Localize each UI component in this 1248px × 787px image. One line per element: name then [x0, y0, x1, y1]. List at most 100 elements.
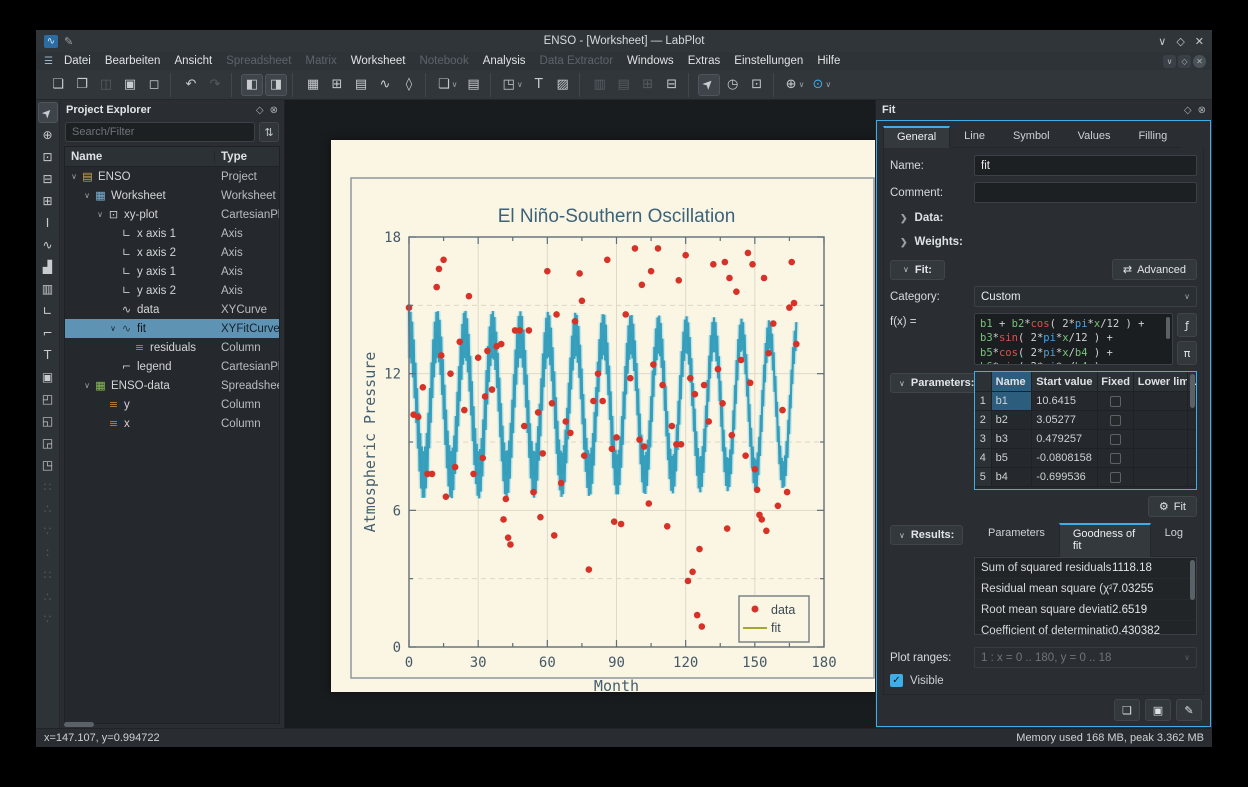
tree-row-y[interactable]: ≡ y Column	[65, 395, 279, 414]
weights-section-toggle[interactable]: ❯ Weights:	[900, 236, 963, 248]
results-table[interactable]: Sum of squared residuals (χ²)1118.18Resi…	[974, 557, 1197, 635]
menu-worksheet[interactable]: Worksheet	[350, 55, 406, 67]
mdi-restore-button[interactable]: ◇	[1178, 54, 1191, 68]
tree-row-fit[interactable]: ∨ ∿ fit XYFitCurve	[65, 319, 279, 338]
param-row-b4[interactable]: 5 b4 -0.699536	[975, 468, 1196, 487]
tree-row-legend[interactable]: ⌐ legend CartesianPlotLegen	[65, 357, 279, 376]
results-scrollbar[interactable]	[1190, 560, 1195, 600]
menu-hilfe[interactable]: Hilfe	[817, 55, 841, 67]
break-layout-button[interactable]: ⊟	[661, 74, 683, 96]
tree-row-worksheet[interactable]: ∨ ▦ Worksheet Worksheet	[65, 186, 279, 205]
data-section-toggle[interactable]: ❯ Data:	[900, 212, 944, 224]
new-workbook-button[interactable]: ▤	[350, 74, 372, 96]
tree-row-enso-data[interactable]: ∨ ▦ ENSO-data Spreadsheet	[65, 376, 279, 395]
worksheet-page[interactable]: El Niño-Southern Oscillation 0 30 60 90 120 15…	[331, 140, 876, 695]
fixed-checkbox[interactable]	[1110, 395, 1122, 407]
param-upper-limit[interactable]	[1188, 411, 1196, 429]
tab-symbol[interactable]: Symbol	[998, 126, 1064, 148]
save-template-button[interactable]: ▣	[1145, 699, 1171, 721]
expander-icon[interactable]: ∨	[97, 210, 103, 219]
column-header-type[interactable]: Type	[221, 150, 247, 163]
menu-windows[interactable]: Windows	[627, 55, 674, 67]
tree-row-x-axis-1[interactable]: ∟ x axis 1 Axis	[65, 224, 279, 243]
grid-layout-button[interactable]: ⊞	[637, 74, 659, 96]
expander-icon[interactable]: ∨	[84, 191, 90, 200]
shift-up[interactable]: ∵	[38, 520, 58, 541]
add-curve[interactable]: ∿	[38, 234, 58, 255]
color-maps-button[interactable]: ◊	[398, 74, 420, 96]
run-fit-button[interactable]: ⚙ Fit	[1147, 496, 1197, 517]
zoom-select-mode-button[interactable]: ⊡	[746, 74, 768, 96]
tab-line[interactable]: Line	[950, 126, 999, 148]
param-upper-limit[interactable]	[1188, 468, 1196, 486]
zoom-x-mode[interactable]: ⊟	[38, 168, 58, 189]
param-upper-limit[interactable]	[1188, 449, 1196, 467]
print-button[interactable]: ▣	[119, 74, 141, 96]
advanced-button[interactable]: ⇄ Advanced	[1111, 259, 1197, 280]
load-template-button[interactable]: ❏	[1114, 699, 1140, 721]
menu-einstellungen[interactable]: Einstellungen	[734, 55, 804, 67]
add-histogram[interactable]: ▟	[38, 256, 58, 277]
scale-auto-x[interactable]: ∴	[38, 586, 58, 607]
formula-scrollbar[interactable]	[1166, 317, 1170, 339]
tree-row-x[interactable]: ≡ x Column	[65, 414, 279, 433]
select-mode[interactable]: ➤	[37, 102, 58, 123]
save-as-template-button[interactable]: ✎	[1176, 699, 1202, 721]
zoom-y-mode[interactable]: ⊞	[38, 190, 58, 211]
results-tab-goodness-of-fit[interactable]: Goodness of fit	[1058, 523, 1151, 557]
zoom-select-mode[interactable]: ⊡	[38, 146, 58, 167]
expander-icon[interactable]: ∨	[71, 172, 77, 181]
param-lower-limit[interactable]	[1134, 430, 1188, 448]
add-text-label[interactable]: T	[38, 344, 58, 365]
add-axis[interactable]: ∟	[38, 300, 58, 321]
parameters-scrollbar[interactable]	[1190, 374, 1195, 408]
new-notebook-button[interactable]: ▤	[463, 74, 485, 96]
float-dock-icon[interactable]: ◇	[255, 104, 264, 116]
undo-button[interactable]: ↶	[180, 74, 202, 96]
zoom-origin[interactable]: ◲	[38, 432, 58, 453]
param-start-value[interactable]: -0.699536	[1032, 468, 1099, 486]
tab-values[interactable]: Values	[1063, 126, 1125, 148]
param-row-b5[interactable]: 4 b5 -0.0808158	[975, 449, 1196, 468]
comment-field[interactable]	[974, 182, 1197, 203]
param-start-value[interactable]: 0.479257	[1032, 430, 1099, 448]
zoom-menu-button[interactable]: ⊕ ∨	[783, 74, 808, 96]
tree-row-y-axis-1[interactable]: ∟ y axis 1 Axis	[65, 262, 279, 281]
results-section-toggle[interactable]: ∨ Results:	[890, 525, 964, 545]
tree-row-residuals[interactable]: ≡ residuals Column	[65, 338, 279, 357]
param-start-value[interactable]: 3.05277	[1032, 411, 1099, 429]
column-header-name[interactable]: Name	[65, 150, 215, 163]
mdi-minimize-button[interactable]: ∨	[1163, 54, 1176, 68]
minimize-button[interactable]: ∨	[1158, 35, 1167, 48]
toggle-properties-dock-button[interactable]: ◨	[265, 73, 287, 96]
menu-datei[interactable]: Datei	[63, 55, 91, 67]
param-start-value[interactable]: -0.0808158	[1032, 449, 1099, 467]
add-image[interactable]: ▣	[38, 366, 58, 387]
param-lower-limit[interactable]	[1134, 449, 1188, 467]
menu-analysis[interactable]: Analysis	[482, 55, 526, 67]
param-row-b3[interactable]: 3 b3 0.479257	[975, 430, 1196, 449]
crosshair-mode-button[interactable]: ◷	[722, 74, 744, 96]
param-lower-limit[interactable]	[1134, 468, 1188, 486]
add-text-label-button[interactable]: T	[528, 74, 550, 96]
pin-icon[interactable]: ✎	[64, 35, 74, 48]
fixed-checkbox[interactable]	[1110, 433, 1122, 445]
print-preview-button[interactable]: ◻	[143, 74, 165, 96]
menu-ansicht[interactable]: Ansicht	[174, 55, 213, 67]
magnification-button[interactable]: ⊙ ∨	[809, 74, 834, 96]
fixed-checkbox[interactable]	[1110, 471, 1122, 483]
new-spreadsheet-button[interactable]: ▦	[302, 74, 324, 96]
cursor-mode[interactable]: I	[38, 212, 58, 233]
shift-left[interactable]: ∷	[38, 476, 58, 497]
filter-options-icon[interactable]: ⇅	[259, 122, 279, 142]
name-field[interactable]	[974, 155, 1197, 176]
maximize-button[interactable]: ◇	[1176, 35, 1185, 48]
float-dock-icon[interactable]: ◇	[1183, 104, 1192, 116]
toggle-project-explorer-button[interactable]: ◧	[241, 73, 263, 96]
horizontal-layout-button[interactable]: ▤	[613, 74, 635, 96]
shift-down[interactable]: ∶	[38, 542, 58, 563]
formula-editor[interactable]: b1 + b2*cos( 2*pi*x/12 ) + b3*sin( 2*pi*…	[974, 313, 1173, 365]
scale-auto[interactable]: ∷	[38, 564, 58, 585]
